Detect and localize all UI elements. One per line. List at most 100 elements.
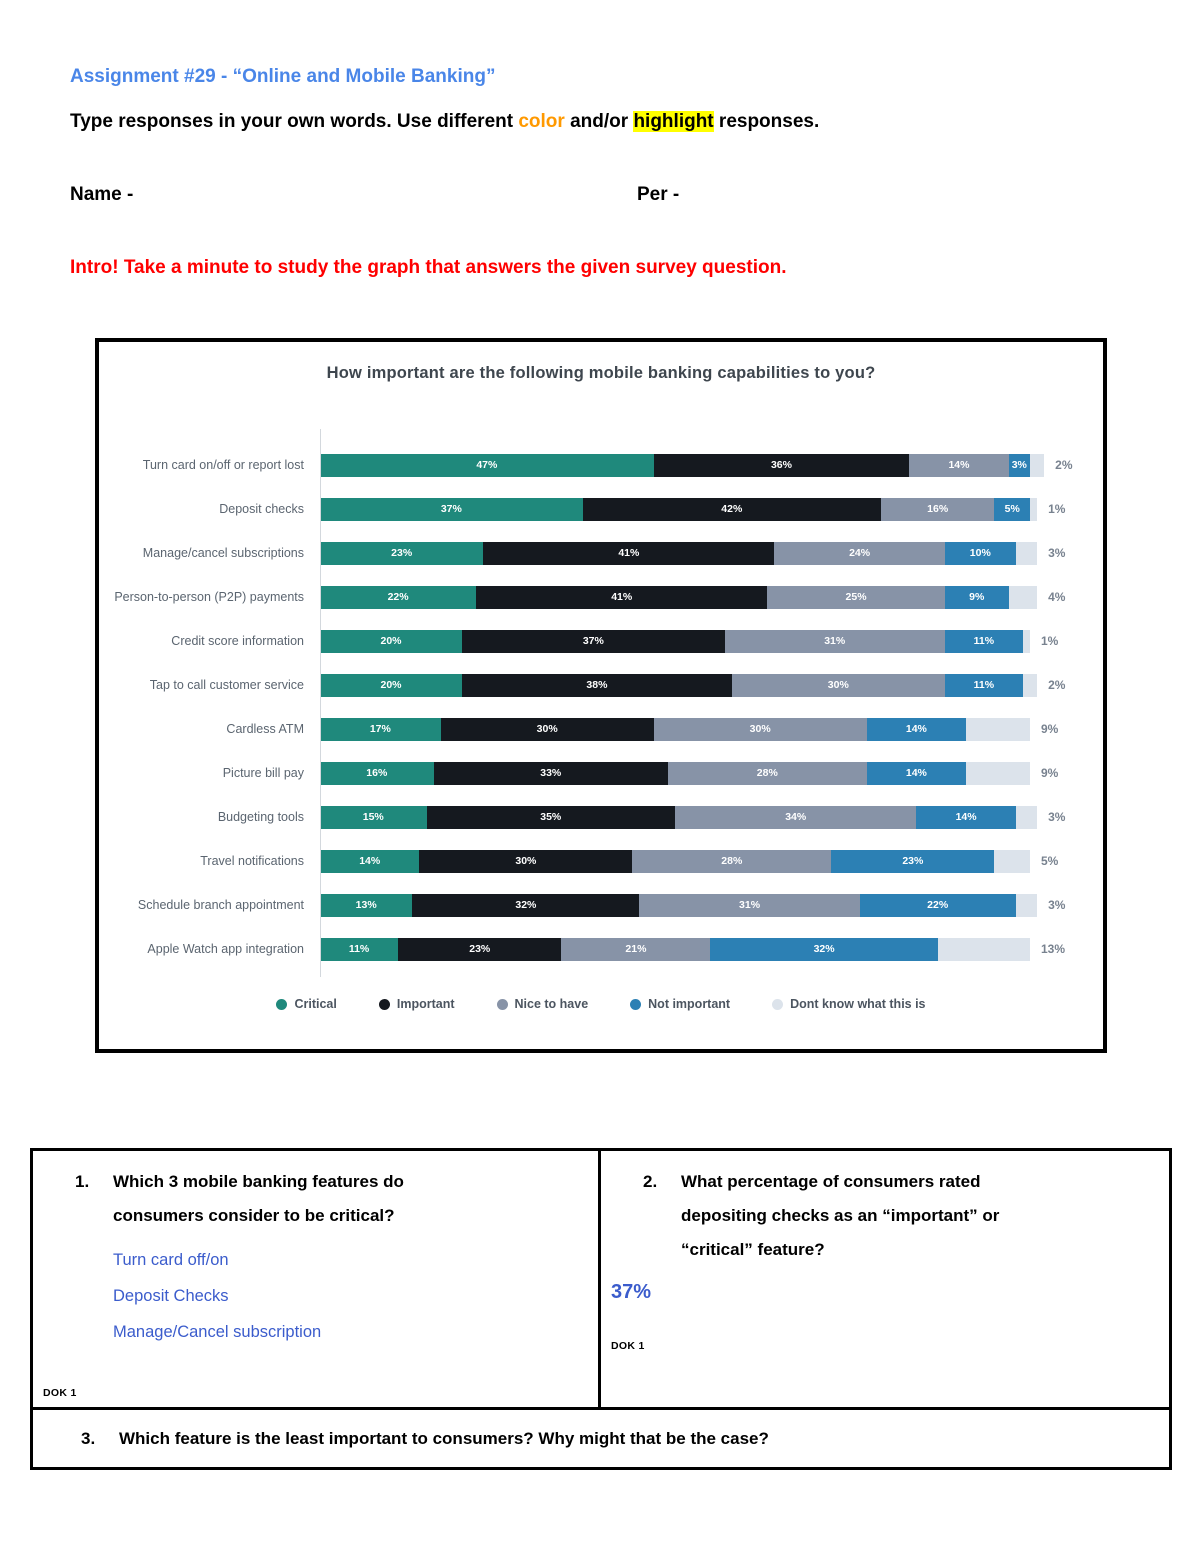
legend-item: Nice to have bbox=[496, 997, 589, 1011]
answer-line: Turn card off/on bbox=[113, 1251, 229, 1269]
category-label: Cardless ATM bbox=[226, 722, 304, 736]
bar-segment-critical: 23% bbox=[320, 541, 484, 565]
bar-segment-dont-know-what-this-is bbox=[1022, 629, 1030, 653]
segment-value-label: 37% bbox=[440, 503, 462, 515]
segment-value-label: 10% bbox=[969, 547, 991, 559]
plot-rows: Turn card on/off or report lost 47% 36% 14%… bbox=[99, 429, 1103, 977]
segment-value-label: 22% bbox=[927, 899, 949, 911]
bar-segment-nice-to-have: 31% bbox=[639, 893, 860, 917]
chart-row: Manage/cancel subscriptions 23% 41% 24% 10% 3… bbox=[99, 531, 1103, 575]
color-word: color bbox=[518, 111, 565, 132]
legend-item: Important bbox=[378, 997, 455, 1011]
segment-value-label: 14% bbox=[948, 459, 970, 471]
questions-row-1: 1. Which 3 mobile banking features do con… bbox=[33, 1151, 1169, 1407]
bar-segment-not-important: 14% bbox=[866, 761, 967, 785]
segment-value-label: 36% bbox=[770, 459, 792, 471]
outside-value-label: 2% bbox=[1048, 678, 1066, 692]
stacked-bar: 17% 30% 30% 14% bbox=[320, 717, 1030, 741]
stacked-bar: 47% 36% 14% 3% bbox=[320, 453, 1045, 477]
question-2-heading: 2. What percentage of consumers rated dep… bbox=[643, 1165, 1151, 1267]
category-label: Turn card on/off or report lost bbox=[142, 458, 304, 472]
segment-value-label: 38% bbox=[586, 679, 608, 691]
outside-value-label: 9% bbox=[1040, 722, 1059, 736]
legend-label: Nice to have bbox=[514, 997, 589, 1011]
chart-row: Credit score information 20% 37% 31% 11% 1% bbox=[99, 619, 1103, 663]
legend-item: Not important bbox=[630, 997, 730, 1011]
segment-value-label: 20% bbox=[380, 635, 402, 647]
bar-segment-dont-know-what-this-is bbox=[1029, 453, 1045, 477]
legend-label: Important bbox=[396, 997, 455, 1011]
chart-frame: How important are the following mobile b… bbox=[95, 338, 1107, 1053]
segment-value-label: 30% bbox=[749, 723, 771, 735]
name-per-line: Name - Per - bbox=[70, 184, 1130, 206]
question-1-answer-list: Turn card off/on Deposit Checks Manage/Can… bbox=[75, 1242, 580, 1350]
bar-segment-important: 41% bbox=[483, 541, 775, 565]
segment-value-label: 14% bbox=[905, 767, 927, 779]
bar-segment-critical: 13% bbox=[320, 893, 413, 917]
question-3-text: Which feature is the least important to … bbox=[119, 1428, 769, 1448]
page-title: Assignment #29 - “Online and Mobile Bank… bbox=[70, 66, 496, 87]
chart-row: Turn card on/off or report lost 47% 36% 14%… bbox=[99, 443, 1103, 487]
stacked-bar: 15% 35% 34% 14% bbox=[320, 805, 1038, 829]
outside-value-label: 9% bbox=[1040, 766, 1059, 780]
segment-value-label: 5% bbox=[1004, 503, 1020, 515]
bar-segment-nice-to-have: 14% bbox=[909, 453, 1009, 477]
legend-label: Dont know what this is bbox=[790, 997, 926, 1011]
segment-value-label: 30% bbox=[515, 855, 537, 867]
bar-segment-important: 36% bbox=[653, 453, 910, 477]
bar-segment-dont-know-what-this-is bbox=[937, 937, 1030, 961]
outside-value-label: 3% bbox=[1048, 898, 1066, 912]
segment-value-label: 25% bbox=[845, 591, 867, 603]
segment-value-label: 15% bbox=[362, 811, 384, 823]
bar-segment-nice-to-have: 25% bbox=[767, 585, 945, 609]
legend-dot-icon bbox=[496, 998, 508, 1010]
answer-line: Deposit Checks bbox=[113, 1287, 229, 1305]
stacked-bar: 22% 41% 25% 9% bbox=[320, 585, 1038, 609]
bar-segment-critical: 14% bbox=[320, 849, 420, 873]
bar-segment-dont-know-what-this-is bbox=[1015, 541, 1038, 565]
stacked-bar: 20% 37% 31% 11% bbox=[320, 629, 1030, 653]
question-2-dok-label: DOK 1 bbox=[611, 1340, 645, 1352]
stacked-bar: 14% 30% 28% 23% bbox=[320, 849, 1030, 873]
legend-label: Critical bbox=[294, 997, 337, 1011]
category-label: Deposit checks bbox=[219, 502, 304, 516]
bar-segment-not-important: 14% bbox=[866, 717, 967, 741]
segment-value-label: 41% bbox=[618, 547, 640, 559]
bar-segment-dont-know-what-this-is bbox=[1029, 497, 1038, 521]
stacked-bar: 13% 32% 31% 22% bbox=[320, 893, 1038, 917]
segment-value-label: 28% bbox=[721, 855, 743, 867]
chart-title: How important are the following mobile b… bbox=[326, 364, 876, 382]
question-2-text: What percentage of consumers rated deposi… bbox=[681, 1172, 1000, 1259]
question-1-text: Which 3 mobile banking features do consum… bbox=[113, 1172, 404, 1225]
bar-segment-critical: 37% bbox=[320, 497, 583, 521]
legend-dot-icon bbox=[378, 998, 390, 1010]
segment-value-label: 23% bbox=[469, 943, 491, 955]
legend-dot-icon bbox=[276, 998, 288, 1010]
bar-segment-not-important: 23% bbox=[831, 849, 995, 873]
bar-segment-important: 33% bbox=[433, 761, 668, 785]
bar-segment-important: 32% bbox=[412, 893, 640, 917]
category-label: Budgeting tools bbox=[217, 810, 304, 824]
chart-row: Person-to-person (P2P) payments 22% 41% 25%… bbox=[99, 575, 1103, 619]
chart-row: Picture bill pay 16% 33% 28% 14% 9% bbox=[99, 751, 1103, 795]
questions-table: 1. Which 3 mobile banking features do con… bbox=[30, 1148, 1172, 1470]
question-1-cell: 1. Which 3 mobile banking features do con… bbox=[33, 1151, 601, 1407]
question-2-number: 2. bbox=[643, 1172, 658, 1191]
segment-value-label: 16% bbox=[366, 767, 388, 779]
bar-segment-not-important: 22% bbox=[859, 893, 1016, 917]
bar-segment-nice-to-have: 28% bbox=[667, 761, 867, 785]
segment-value-label: 11% bbox=[973, 635, 995, 647]
segment-value-label: 35% bbox=[540, 811, 562, 823]
bar-segment-not-important: 32% bbox=[710, 937, 938, 961]
segment-value-label: 24% bbox=[849, 547, 871, 559]
question-3-number: 3. bbox=[81, 1428, 96, 1448]
chart-row: Budgeting tools 15% 35% 34% 14% 3% bbox=[99, 795, 1103, 839]
answer-line: Manage/Cancel subscription bbox=[113, 1323, 322, 1341]
segment-value-label: 32% bbox=[813, 943, 835, 955]
bar-segment-nice-to-have: 30% bbox=[653, 717, 867, 741]
bar-segment-critical: 16% bbox=[320, 761, 434, 785]
chart-row: Tap to call customer service 20% 38% 30% 11%… bbox=[99, 663, 1103, 707]
bar-segment-critical: 15% bbox=[320, 805, 427, 829]
segment-value-label: 22% bbox=[387, 591, 409, 603]
name-label: Name - bbox=[70, 184, 134, 205]
